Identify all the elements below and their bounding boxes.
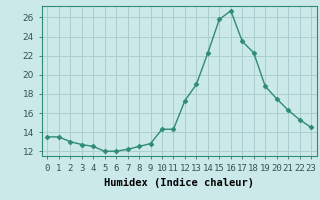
X-axis label: Humidex (Indice chaleur): Humidex (Indice chaleur)	[104, 178, 254, 188]
